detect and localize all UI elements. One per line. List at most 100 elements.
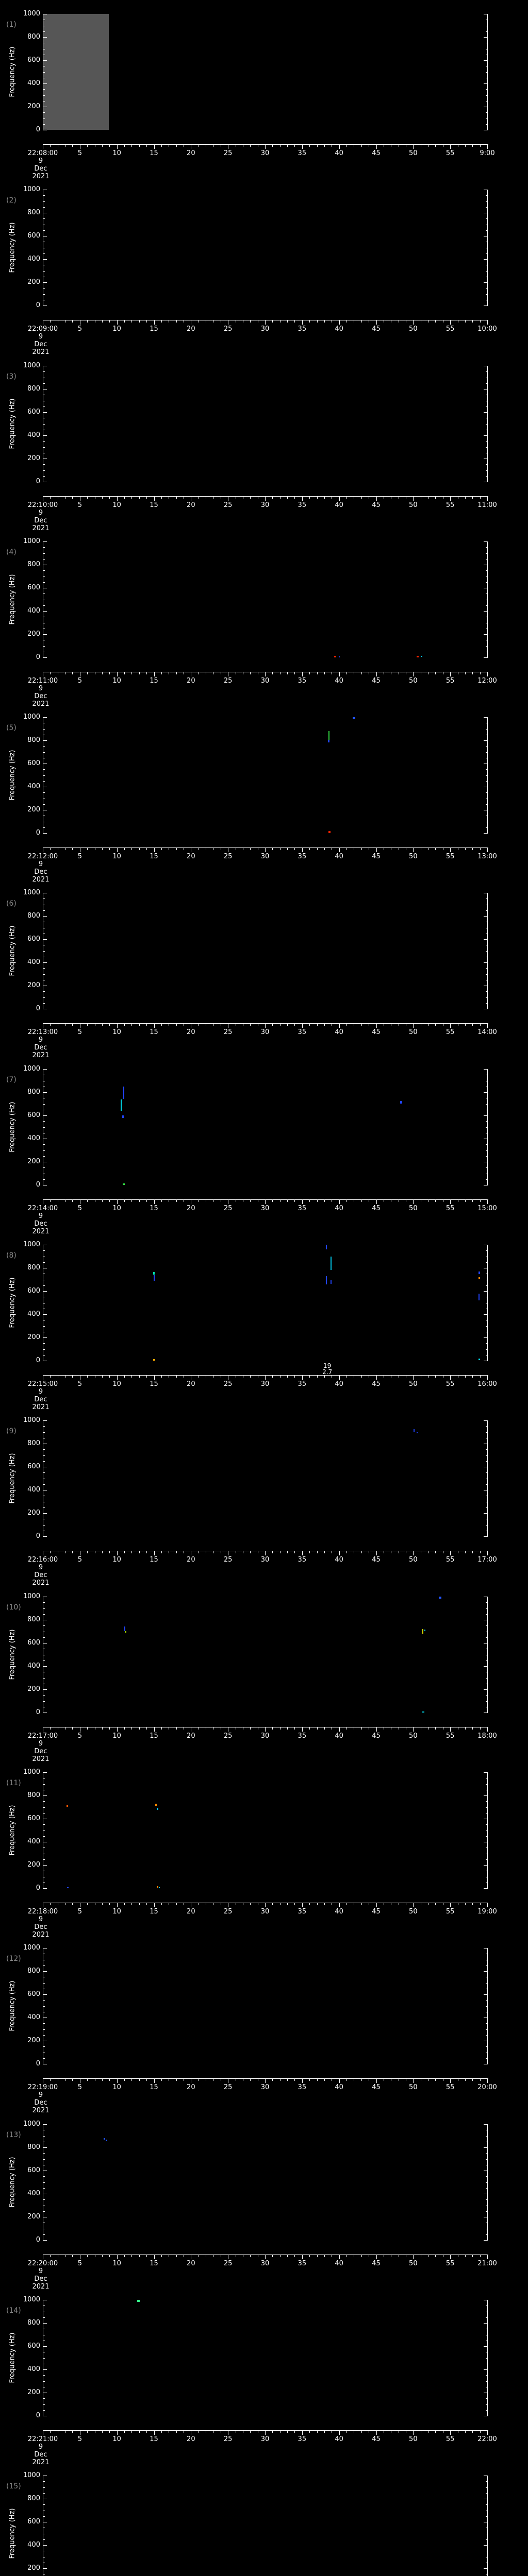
- y-tick-major: [484, 833, 487, 834]
- x-end-time-label: 9:00: [480, 149, 495, 157]
- y-tick-major: [484, 1971, 487, 1972]
- x-tick-label: 55: [446, 2083, 455, 2091]
- x-tick-label: 30: [260, 677, 270, 685]
- x-tick-label: 15: [150, 1908, 158, 1916]
- y-tick-minor: [486, 288, 487, 289]
- x-tick-major: [302, 1376, 303, 1380]
- x-tick-minor: [465, 1376, 466, 1378]
- y-tick-minor: [43, 195, 45, 196]
- x-axis-line: [43, 2430, 488, 2431]
- x-tick-label: 20: [187, 1732, 195, 1740]
- y-tick-label: 0: [36, 829, 40, 837]
- y-tick-major: [484, 412, 487, 413]
- x-tick-minor: [317, 1727, 318, 1730]
- y-tick-minor: [486, 781, 487, 782]
- event-mark: [438, 1597, 441, 1599]
- x-tick-major: [117, 2079, 118, 2083]
- x-tick-minor: [131, 1200, 132, 1202]
- y-tick-minor: [486, 1507, 487, 1508]
- x-tick-major: [487, 145, 488, 149]
- x-tick-minor: [317, 145, 318, 147]
- y-tick-minor: [486, 124, 487, 125]
- x-tick-major: [376, 672, 377, 676]
- y-axis-line-right: [487, 717, 488, 834]
- y-tick-label: 600: [27, 232, 40, 240]
- x-tick-minor: [50, 1727, 51, 1730]
- panel-index-label: (8): [6, 1251, 16, 1260]
- x-tick-minor: [294, 2255, 295, 2257]
- y-tick-major: [43, 37, 47, 38]
- y-tick-minor: [43, 646, 45, 647]
- y-tick-label: 1000: [23, 1768, 40, 1776]
- x-tick-label: 40: [335, 1732, 343, 1740]
- x-tick-label: 55: [446, 2435, 455, 2443]
- x-tick-minor: [272, 1903, 273, 1905]
- x-tick-minor: [72, 497, 73, 499]
- x-tick-minor: [102, 1024, 103, 1026]
- date-label: 9: [38, 2443, 43, 2451]
- x-tick-minor: [309, 2079, 310, 2081]
- y-tick-major: [484, 1314, 487, 1315]
- y-tick-minor: [486, 1262, 487, 1263]
- y-tick-minor: [43, 1003, 45, 1004]
- x-tick-minor: [309, 1024, 310, 1026]
- y-tick-minor: [486, 89, 487, 90]
- y-tick-minor: [486, 95, 487, 96]
- y-tick-minor: [43, 2381, 45, 2382]
- x-tick-minor: [131, 672, 132, 674]
- x-tick-label: 25: [223, 677, 233, 685]
- y-tick-major: [484, 1069, 487, 1070]
- x-tick-minor: [465, 2079, 466, 2081]
- y-tick-label: 1000: [23, 2296, 40, 2303]
- x-tick-minor: [346, 320, 347, 323]
- y-tick-minor: [486, 2182, 487, 2183]
- y-tick-label: 0: [36, 2236, 40, 2244]
- spectrogram-panel-3: (3) Frequency (Hz) 0 200 400 600 800 1000 22:10:…: [0, 352, 528, 532]
- y-tick-minor: [486, 746, 487, 747]
- x-tick-minor: [324, 1903, 325, 1905]
- x-tick-minor: [294, 1024, 295, 1026]
- x-tick-minor: [102, 672, 103, 674]
- y-axis-label: Frequency (Hz): [8, 749, 16, 801]
- y-tick-minor: [43, 2000, 45, 2001]
- x-tick-minor: [109, 497, 110, 499]
- x-tick-minor: [361, 1376, 362, 1378]
- x-tick-major: [376, 1376, 377, 1380]
- y-tick-minor: [43, 1965, 45, 1966]
- x-tick-major: [117, 1551, 118, 1555]
- x-tick-minor: [287, 1200, 288, 1202]
- y-tick-label: 0: [36, 1005, 40, 1012]
- x-tick-label: 50: [409, 677, 418, 685]
- y-axis-line-right: [487, 1948, 488, 2064]
- y-tick-minor: [43, 997, 45, 998]
- y-tick-label: 800: [27, 736, 40, 744]
- x-tick-label: 10: [112, 501, 121, 509]
- y-tick-minor: [486, 2136, 487, 2137]
- x-axis-line: [43, 2078, 488, 2079]
- y-tick-minor: [486, 470, 487, 471]
- x-tick-minor: [131, 2255, 132, 2257]
- x-tick-minor: [309, 2255, 310, 2257]
- x-tick-minor: [109, 1551, 110, 1553]
- x-tick-minor: [309, 1727, 310, 1730]
- y-tick-minor: [486, 112, 487, 113]
- y-tick-label: 0: [36, 653, 40, 661]
- x-tick-minor: [109, 1376, 110, 1378]
- x-start-time-label: 22:14:00: [27, 1205, 58, 1212]
- x-tick-minor: [361, 672, 362, 674]
- x-tick-label: 25: [223, 2083, 233, 2091]
- x-tick-minor: [139, 2255, 140, 2257]
- x-tick-label: 55: [446, 853, 455, 860]
- y-tick-minor: [486, 1807, 487, 1808]
- x-tick-label: 45: [372, 1908, 381, 1916]
- panel-index-label: (13): [6, 2131, 21, 2139]
- x-tick-minor: [472, 2431, 473, 2433]
- y-tick-minor: [43, 31, 45, 32]
- date-label: Dec: [34, 165, 47, 173]
- y-tick-minor: [486, 423, 487, 425]
- y-tick-minor: [43, 2176, 45, 2177]
- date-label: 2021: [32, 1755, 50, 1763]
- y-tick-label: 800: [27, 1439, 40, 1447]
- x-tick-label: 20: [187, 677, 195, 685]
- x-tick-major: [154, 1903, 155, 1907]
